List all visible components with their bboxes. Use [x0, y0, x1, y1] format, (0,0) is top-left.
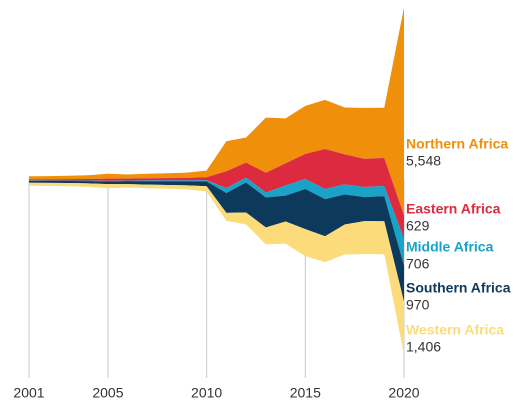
value-label: 970	[406, 297, 430, 313]
legend-label: Northern Africa	[406, 136, 508, 152]
value-label: 706	[406, 256, 430, 272]
x-tick-label: 2020	[388, 385, 419, 401]
legend-label: Southern Africa	[406, 280, 511, 296]
x-tick-label: 2015	[290, 385, 321, 401]
legend-label: Middle Africa	[406, 239, 494, 255]
x-tick-label: 2010	[191, 385, 222, 401]
legend-label: Western Africa	[406, 322, 504, 338]
legend-label: Eastern Africa	[406, 201, 501, 217]
value-label: 1,406	[406, 339, 441, 355]
x-tick-label: 2005	[92, 385, 123, 401]
value-label: 5,548	[406, 153, 441, 169]
area	[29, 180, 404, 302]
value-label: 629	[406, 218, 430, 234]
x-tick-label: 2001	[13, 385, 44, 401]
area	[29, 7, 404, 216]
area	[29, 148, 404, 239]
